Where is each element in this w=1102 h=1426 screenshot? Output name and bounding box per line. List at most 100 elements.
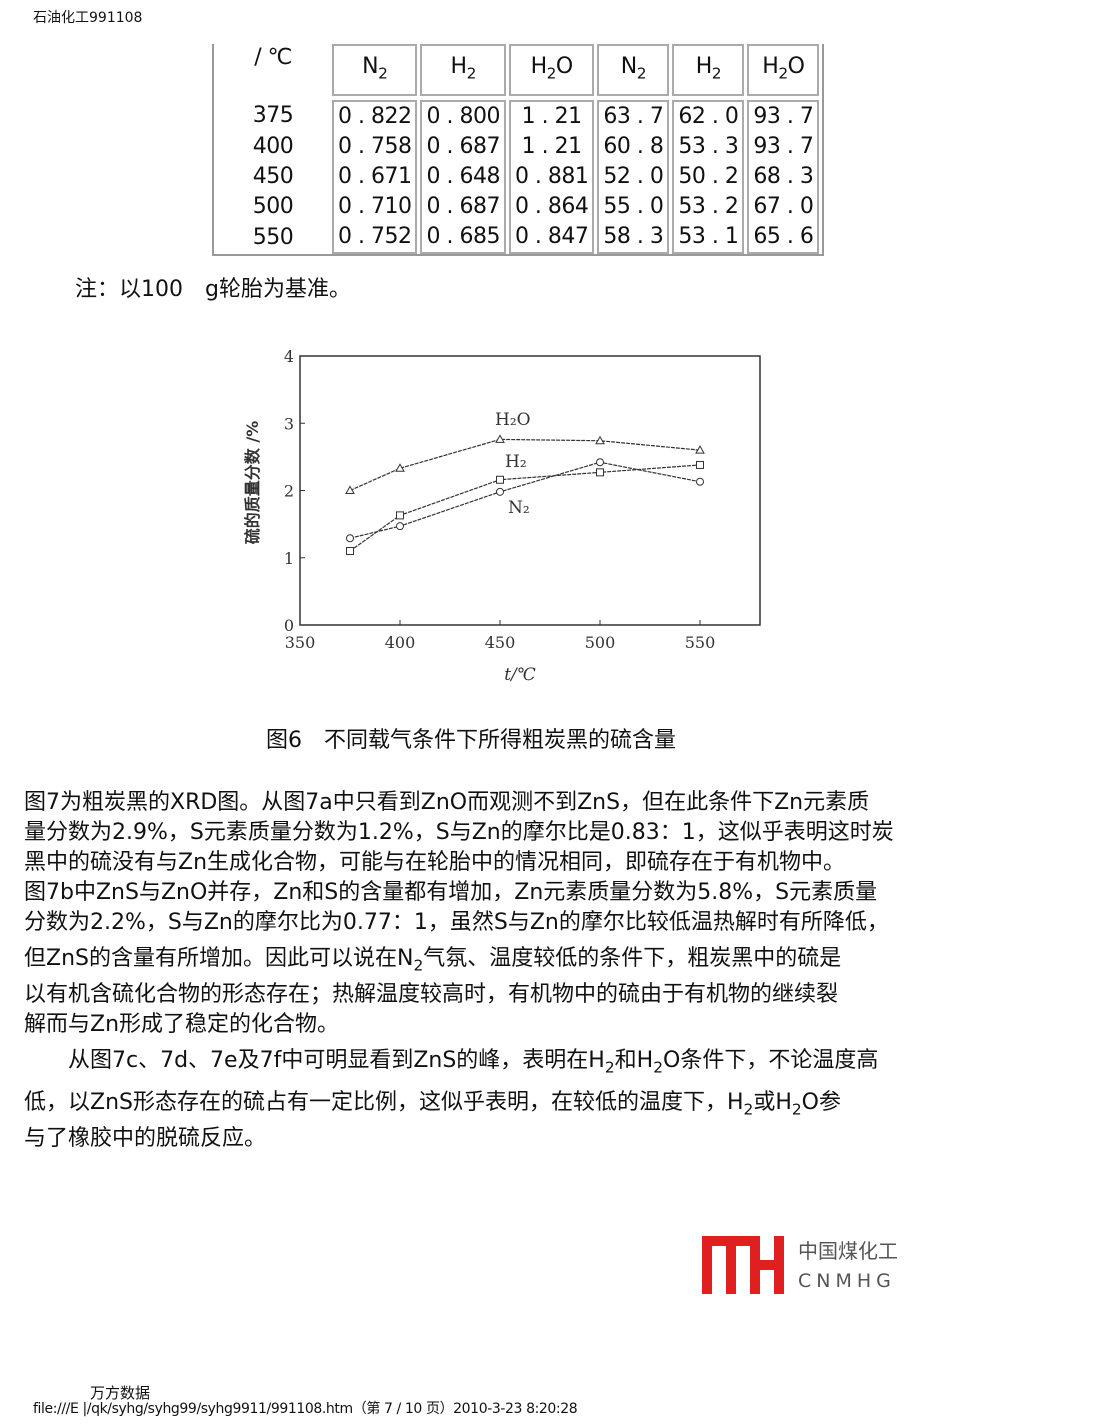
table-cell: 0 . 752 [332,222,418,254]
data-point [596,458,604,467]
subscript: 2 [743,1100,754,1119]
header-cell: N2 [332,44,418,96]
table-cell: 0 . 847 [508,222,595,254]
y-tick-label: 0 [284,616,294,635]
subscript: 2 [604,1058,615,1077]
table-cell: 67 . 0 [747,192,820,222]
y-tick-label: 4 [284,347,294,366]
text-segment: 与了橡胶中的脱硫反应。 [24,1126,267,1151]
text-segment: 图7b中ZnS与ZnO并存，Zn和S的含量都有增加，Zn元素质量分数为5.8%，… [24,880,878,905]
header-text: H [762,53,779,79]
table-cell: 65 . 6 [747,222,820,254]
body-line: 黑中的硫没有与Zn生成化合物，可能与在轮胎中的情况相同，即硫存在于有机物中。 [24,848,1024,878]
logo-mark-bar [726,1236,756,1246]
data-point [696,477,704,486]
data-point [346,547,354,556]
x-tick-label: 500 [585,633,616,652]
header-cell: H2O [508,44,595,96]
table-row: 550 0 . 752 0 . 685 0 . 847 58 . 3 53 . 1 65 .… [217,222,820,254]
figure-caption: 图6 不同载气条件下所得粗炭黑的硫含量 [266,728,676,753]
data-point [496,475,504,484]
series-label: N₂ [508,498,530,518]
data-point [596,468,604,477]
body-line: 低，以ZnS形态存在的硫占有一定比例，这似乎表明，在较低的温度下，H2或H2O参 [24,1082,1024,1124]
table-cell: 450 [252,164,294,189]
table-cell: 53 . 2 [672,192,745,222]
series-label: H₂ [505,452,527,472]
logo-en-text: CNMHG [798,1270,896,1292]
text-segment: 和H [614,1048,654,1073]
header-subscript: 2 [546,64,557,83]
x-tick-label: 350 [285,633,316,652]
text-segment: 低，以ZnS形态存在的硫占有一定比例，这似乎表明，在较低的温度下，H [24,1090,744,1115]
body-line: 但ZnS的含量有所增加。因此可以说在N2气氛、温度较低的条件下，粗炭黑中的硫是 [24,938,1024,980]
table-cell: 1 . 21 [508,100,595,132]
cnmhg-logo: 中国煤化工 CNMHG [702,1236,898,1294]
table-cell: 0 . 864 [508,192,595,222]
body-text: 图7为粗炭黑的XRD图。从图7a中只看到ZnO而观测不到ZnS，但在此条件下Zn… [24,788,1024,1154]
table-cell: 52 . 0 [597,162,670,192]
table-cell: 0 . 881 [508,162,595,192]
table-cell: 58 . 3 [597,222,670,254]
footer-url: file:///E |/qk/syhg/syhg99/syhg9911/9911… [33,1401,578,1417]
table-cell: 1 . 21 [508,132,595,162]
subscript: 2 [413,956,424,975]
table-cell: 0 . 800 [420,100,506,132]
table-cell: 93 . 7 [747,100,820,132]
body-line: 图7为粗炭黑的XRD图。从图7a中只看到ZnO而观测不到ZnS，但在此条件下Zn… [24,788,1024,818]
watermark-text: 万方数据 [90,1384,151,1402]
table-cell: 50 . 2 [672,162,745,192]
data-table: / ℃ N2 H2 H2O N2 H2 H2O 375 0 . 822 0 . 800 1 . 21… [212,44,825,256]
data-point [346,534,354,543]
table-cell: 0 . 710 [332,192,418,222]
series-label: H₂O [495,410,531,430]
text-segment: 分数为2.2%，S与Zn的摩尔比为0.77：1，虽然S与Zn的摩尔比较低温热解时… [24,910,889,935]
plot-frame [299,355,761,626]
x-tick-label: 400 [385,633,416,652]
header-text-suffix: O [787,53,805,79]
body-line: 分数为2.2%，S与Zn的摩尔比为0.77：1，虽然S与Zn的摩尔比较低温热解时… [24,908,1024,938]
table-cell: 0 . 671 [332,162,418,192]
header-text: N [362,53,379,79]
text-segment: 从图7c、7d、7e及7f中可明显看到ZnS的峰，表明在H [24,1048,605,1073]
table-header-row: / ℃ N2 H2 H2O N2 H2 H2O [217,44,820,96]
header-text: H [530,53,548,79]
x-axis-label: t/℃ [504,665,536,685]
y-tick-label: 1 [284,549,294,568]
text-segment: 以有机含硫化合物的形态存在；热解温度较高时，有机物中的硫由于有机物的继续裂 [24,982,839,1007]
text-segment: O条件下，不论温度高 [663,1048,879,1073]
table-cell: 53 . 1 [672,222,745,254]
body-line: 从图7c、7d、7e及7f中可明显看到ZnS的峰，表明在H2和H2O条件下，不论… [24,1040,1024,1082]
logo-mark-bar [750,1260,784,1270]
table-cell: 53 . 3 [672,132,745,162]
header-subscript: 2 [778,64,788,83]
header-text: H [450,53,468,79]
header-subscript: 2 [466,64,477,83]
table-row: 500 0 . 710 0 . 687 0 . 864 55 . 0 53 . 2 67 .… [217,192,820,222]
sulfur-content-chart: 350 400 450 500 550 0 1 2 3 4 t/℃ 硫的质量分数 /% H₂O H₂ N₂ [243,347,761,685]
text-segment: 量分数为2.9%，S元素质量分数为1.2%，S与Zn的摩尔比是0.83：1，这似… [24,820,894,845]
header-text-suffix: O [555,53,573,79]
table-row: 400 0 . 758 0 . 687 1 . 21 60 . 8 53 . 3 93 . … [217,132,820,162]
data-point [396,511,404,520]
logo-cn-text: 中国煤化工 [798,1239,898,1263]
logo-mark-bar [702,1236,712,1294]
table-cell: 375 [252,103,294,128]
x-tick-label: 550 [685,633,716,652]
text-segment: 或H [753,1090,792,1115]
table-row: 375 0 . 822 0 . 800 1 . 21 63 . 7 62 . 0 93 . … [217,100,820,132]
table-cell: 55 . 0 [597,192,670,222]
y-axis-label: 硫的质量分数 /% [243,421,262,544]
header-cell-temp: / ℃ [254,45,292,70]
table-note: 注：以100 g轮胎为基准。 [75,277,351,302]
table-cell: 400 [252,134,294,159]
table-cell: 0 . 822 [332,100,418,132]
header-cell: H2 [672,44,745,96]
body-line: 量分数为2.9%，S元素质量分数为1.2%，S与Zn的摩尔比是0.83：1，这似… [24,818,1024,848]
body-line: 图7b中ZnS与ZnO并存，Zn和S的含量都有增加，Zn元素质量分数为5.8%，… [24,878,1024,908]
x-tick-label: 450 [485,633,516,652]
table-cell: 0 . 685 [420,222,506,254]
data-point [696,460,704,469]
body-line: 解而与Zn形成了稳定的化合物。 [24,1010,1024,1040]
header-subscript: 2 [711,64,722,83]
